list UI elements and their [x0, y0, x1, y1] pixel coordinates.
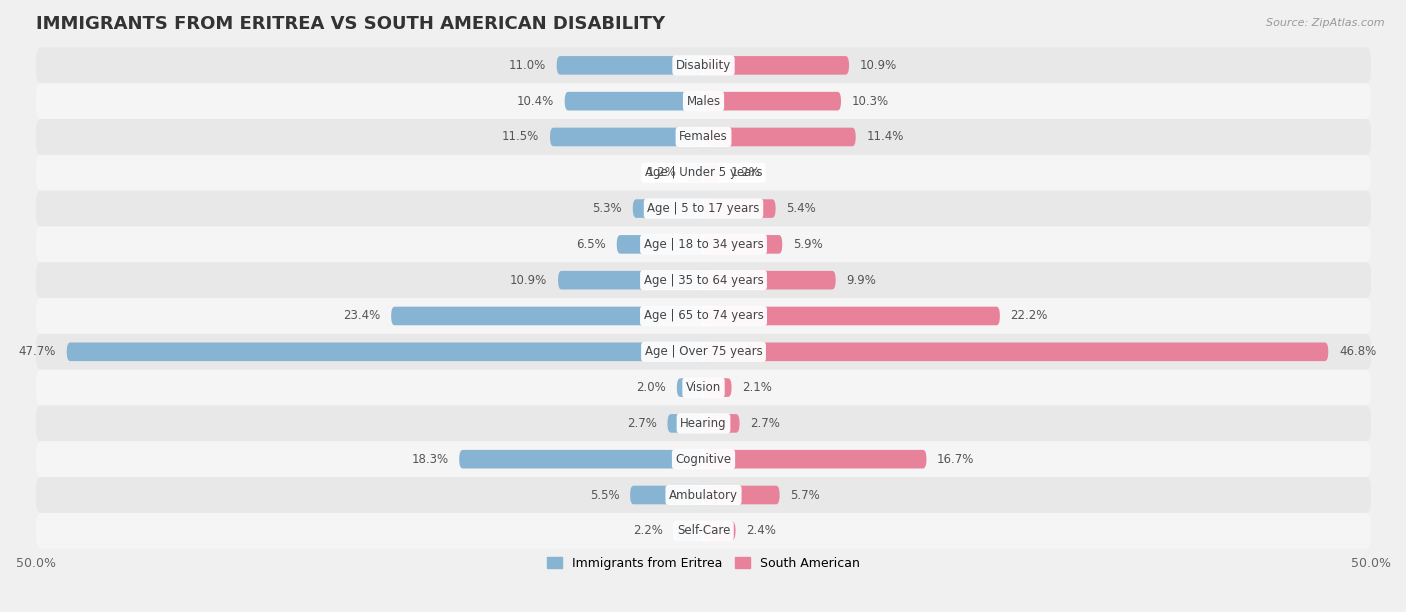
Text: 11.0%: 11.0%	[509, 59, 546, 72]
FancyBboxPatch shape	[703, 56, 849, 75]
Text: 2.7%: 2.7%	[627, 417, 657, 430]
FancyBboxPatch shape	[557, 56, 703, 75]
Text: 5.9%: 5.9%	[793, 238, 823, 251]
FancyBboxPatch shape	[37, 119, 1371, 155]
Text: Males: Males	[686, 95, 721, 108]
Text: 10.9%: 10.9%	[510, 274, 547, 286]
Text: Age | Over 75 years: Age | Over 75 years	[644, 345, 762, 358]
Text: Age | 5 to 17 years: Age | 5 to 17 years	[647, 202, 759, 215]
Text: 10.9%: 10.9%	[859, 59, 897, 72]
Text: Cognitive: Cognitive	[675, 453, 731, 466]
Text: 10.3%: 10.3%	[852, 95, 889, 108]
FancyBboxPatch shape	[66, 343, 703, 361]
Text: 16.7%: 16.7%	[938, 453, 974, 466]
Text: IMMIGRANTS FROM ERITREA VS SOUTH AMERICAN DISABILITY: IMMIGRANTS FROM ERITREA VS SOUTH AMERICA…	[37, 15, 665, 33]
FancyBboxPatch shape	[37, 83, 1371, 119]
FancyBboxPatch shape	[37, 370, 1371, 406]
FancyBboxPatch shape	[37, 513, 1371, 549]
FancyBboxPatch shape	[37, 48, 1371, 83]
Text: Age | 18 to 34 years: Age | 18 to 34 years	[644, 238, 763, 251]
Text: 5.3%: 5.3%	[592, 202, 621, 215]
FancyBboxPatch shape	[703, 307, 1000, 326]
Text: Ambulatory: Ambulatory	[669, 488, 738, 501]
FancyBboxPatch shape	[703, 128, 856, 146]
Text: 10.4%: 10.4%	[517, 95, 554, 108]
Text: 2.7%: 2.7%	[751, 417, 780, 430]
FancyBboxPatch shape	[630, 486, 703, 504]
Text: 46.8%: 46.8%	[1339, 345, 1376, 358]
FancyBboxPatch shape	[703, 200, 776, 218]
FancyBboxPatch shape	[703, 521, 735, 540]
Text: 9.9%: 9.9%	[846, 274, 876, 286]
FancyBboxPatch shape	[703, 414, 740, 433]
Text: 11.5%: 11.5%	[502, 130, 540, 143]
Text: Disability: Disability	[676, 59, 731, 72]
FancyBboxPatch shape	[633, 200, 703, 218]
Text: Age | 35 to 64 years: Age | 35 to 64 years	[644, 274, 763, 286]
Text: 5.7%: 5.7%	[790, 488, 820, 501]
FancyBboxPatch shape	[617, 235, 703, 254]
FancyBboxPatch shape	[688, 163, 703, 182]
Text: 18.3%: 18.3%	[412, 453, 449, 466]
FancyBboxPatch shape	[565, 92, 703, 111]
Text: 22.2%: 22.2%	[1011, 310, 1047, 323]
FancyBboxPatch shape	[703, 92, 841, 111]
FancyBboxPatch shape	[37, 191, 1371, 226]
FancyBboxPatch shape	[703, 450, 927, 469]
Text: 23.4%: 23.4%	[343, 310, 381, 323]
FancyBboxPatch shape	[703, 163, 720, 182]
Text: 2.2%: 2.2%	[634, 524, 664, 537]
FancyBboxPatch shape	[460, 450, 703, 469]
Text: 1.2%: 1.2%	[647, 166, 676, 179]
Text: 2.1%: 2.1%	[742, 381, 772, 394]
FancyBboxPatch shape	[703, 271, 835, 289]
Text: 1.2%: 1.2%	[730, 166, 761, 179]
Text: 5.5%: 5.5%	[589, 488, 620, 501]
FancyBboxPatch shape	[37, 477, 1371, 513]
FancyBboxPatch shape	[37, 298, 1371, 334]
FancyBboxPatch shape	[703, 343, 1329, 361]
FancyBboxPatch shape	[37, 441, 1371, 477]
Text: 6.5%: 6.5%	[576, 238, 606, 251]
Text: Age | Under 5 years: Age | Under 5 years	[645, 166, 762, 179]
Text: 2.4%: 2.4%	[747, 524, 776, 537]
FancyBboxPatch shape	[37, 155, 1371, 191]
Text: 47.7%: 47.7%	[18, 345, 56, 358]
FancyBboxPatch shape	[668, 414, 703, 433]
FancyBboxPatch shape	[37, 263, 1371, 298]
Text: 11.4%: 11.4%	[866, 130, 904, 143]
Text: 2.0%: 2.0%	[637, 381, 666, 394]
FancyBboxPatch shape	[37, 406, 1371, 441]
FancyBboxPatch shape	[703, 486, 779, 504]
FancyBboxPatch shape	[703, 235, 782, 254]
FancyBboxPatch shape	[550, 128, 703, 146]
Text: Hearing: Hearing	[681, 417, 727, 430]
Text: 5.4%: 5.4%	[786, 202, 815, 215]
Legend: Immigrants from Eritrea, South American: Immigrants from Eritrea, South American	[543, 551, 865, 575]
Text: Vision: Vision	[686, 381, 721, 394]
FancyBboxPatch shape	[703, 378, 731, 397]
Text: Age | 65 to 74 years: Age | 65 to 74 years	[644, 310, 763, 323]
FancyBboxPatch shape	[558, 271, 703, 289]
FancyBboxPatch shape	[673, 521, 703, 540]
FancyBboxPatch shape	[676, 378, 703, 397]
Text: Females: Females	[679, 130, 728, 143]
FancyBboxPatch shape	[37, 334, 1371, 370]
FancyBboxPatch shape	[391, 307, 703, 326]
Text: Source: ZipAtlas.com: Source: ZipAtlas.com	[1267, 18, 1385, 28]
FancyBboxPatch shape	[37, 226, 1371, 263]
Text: Self-Care: Self-Care	[676, 524, 730, 537]
